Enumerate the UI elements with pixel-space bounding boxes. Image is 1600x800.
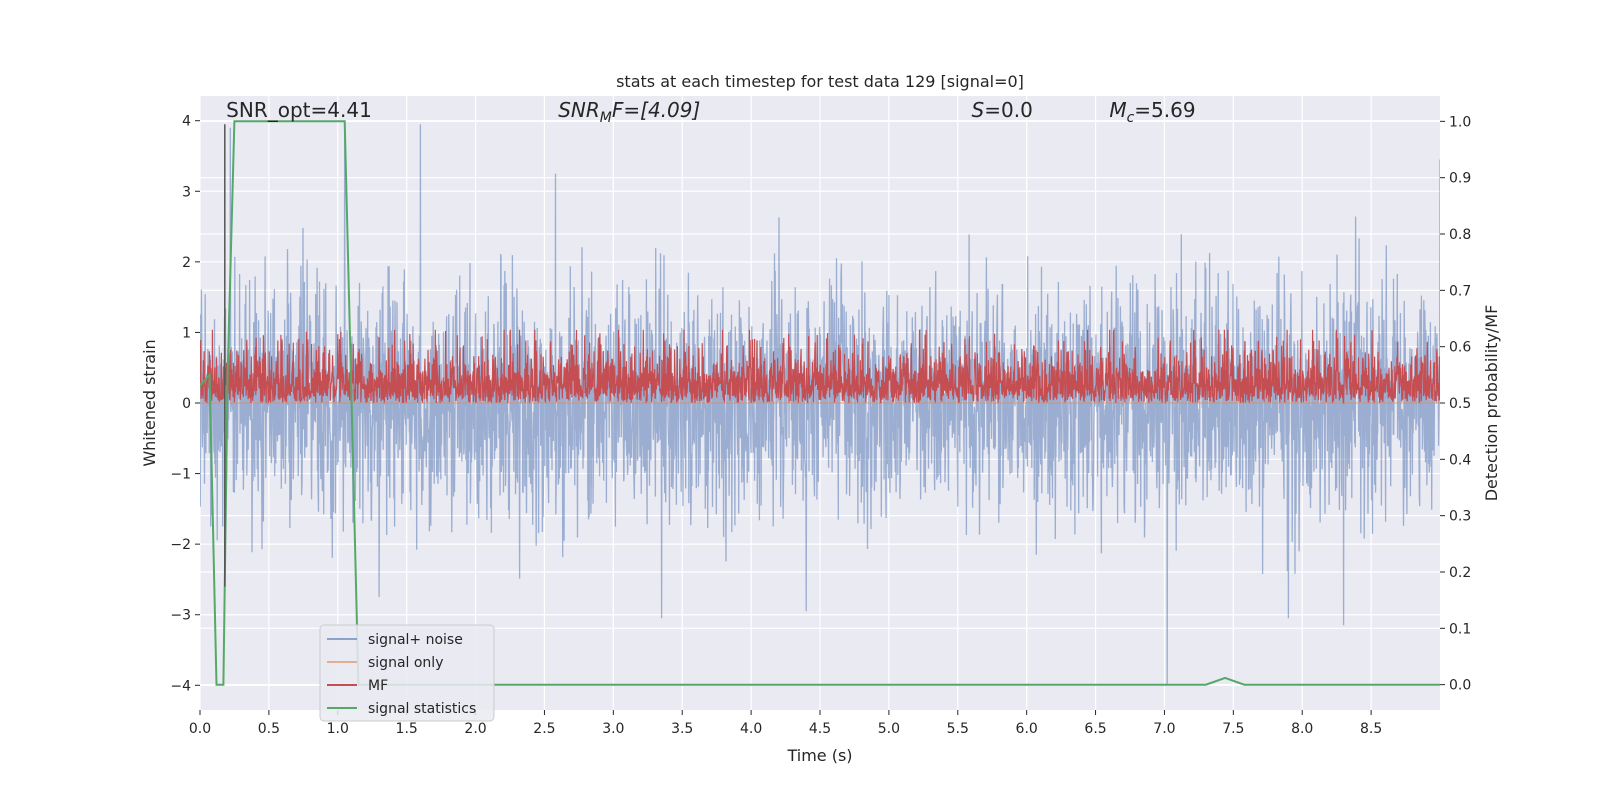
y-right-tick-label: 0.7	[1449, 283, 1471, 299]
y-tick-label: −1	[170, 467, 191, 483]
x-tick-label: 1.5	[396, 721, 418, 737]
legend-label: signal statistics	[368, 701, 476, 717]
y-tick-label: 0	[182, 396, 191, 412]
annotation-text: S=0.0	[972, 98, 1033, 122]
x-tick-label: 2.0	[464, 721, 486, 737]
chart-title: stats at each timestep for test data 129…	[616, 72, 1024, 91]
annotation-text: SNR_opt=4.41	[226, 98, 372, 122]
x-tick-label: 6.5	[1084, 721, 1106, 737]
y-tick-label: 1	[182, 325, 191, 341]
x-tick-label: 7.0	[1153, 721, 1175, 737]
y-tick-label: 3	[182, 184, 191, 200]
x-tick-label: 2.5	[533, 721, 555, 737]
x-tick-label: 3.0	[602, 721, 624, 737]
y-right-tick-label: 0.9	[1449, 171, 1471, 187]
y-right-tick-label: 0.0	[1449, 678, 1471, 694]
legend-label: signal+ noise	[368, 632, 463, 648]
y-right-tick-label: 0.5	[1449, 396, 1471, 412]
y-right-tick-label: 0.8	[1449, 227, 1471, 243]
x-tick-label: 5.0	[878, 721, 900, 737]
x-tick-label: 0.0	[189, 721, 211, 737]
x-tick-label: 5.5	[947, 721, 969, 737]
legend-box	[319, 624, 495, 722]
x-tick-label: 6.0	[1016, 721, 1038, 737]
x-tick-label: 4.5	[809, 721, 831, 737]
legend-label: MF	[368, 678, 388, 694]
y-axis-label: Whitened strain	[140, 339, 159, 466]
y-tick-label: −4	[170, 678, 191, 694]
series-signal-statistics-line	[200, 120, 1440, 686]
x-tick-label: 0.5	[258, 721, 280, 737]
x-tick-label: 4.0	[740, 721, 762, 737]
x-tick-label: 8.5	[1360, 721, 1382, 737]
legend-label: signal only	[368, 655, 443, 671]
y-tick-label: 4	[182, 114, 191, 130]
x-axis-label: Time (s)	[786, 746, 852, 765]
x-tick-label: 7.5	[1222, 721, 1244, 737]
annotation-text: Mc=5.69	[1109, 98, 1195, 126]
series-mf-line	[200, 329, 1440, 405]
y-right-tick-label: 0.1	[1449, 621, 1471, 637]
plot-area	[200, 120, 1440, 686]
y-tick-label: −3	[170, 608, 191, 624]
y-right-tick-label: 0.4	[1449, 452, 1471, 468]
y-right-tick-label: 0.6	[1449, 340, 1471, 356]
annotation-text: SNRMF=[4.09]	[558, 98, 700, 126]
annotations: SNR_opt=4.41 SNRMF=[4.09] S=0.0 Mc=5.69	[226, 98, 1195, 126]
x-tick-label: 1.0	[327, 721, 349, 737]
legend: signal+ noise signal only MF signal statist…	[319, 624, 495, 722]
y-tick-label: 2	[182, 255, 191, 271]
y-axis-right-label: Detection probability/MF	[1482, 305, 1501, 502]
axes: 0.0 0.5 1.0 1.5 2.0 2.5 3.0 3.5 4.0 4.5 5.0 5.5 6.0 6…	[170, 114, 1471, 737]
y-right-tick-label: 0.2	[1449, 565, 1471, 581]
y-tick-label: −2	[170, 537, 191, 553]
x-tick-label: 3.5	[671, 721, 693, 737]
x-tick-label: 8.0	[1291, 721, 1313, 737]
y-right-tick-label: 0.3	[1449, 509, 1471, 525]
y-right-tick-label: 1.0	[1449, 114, 1471, 130]
